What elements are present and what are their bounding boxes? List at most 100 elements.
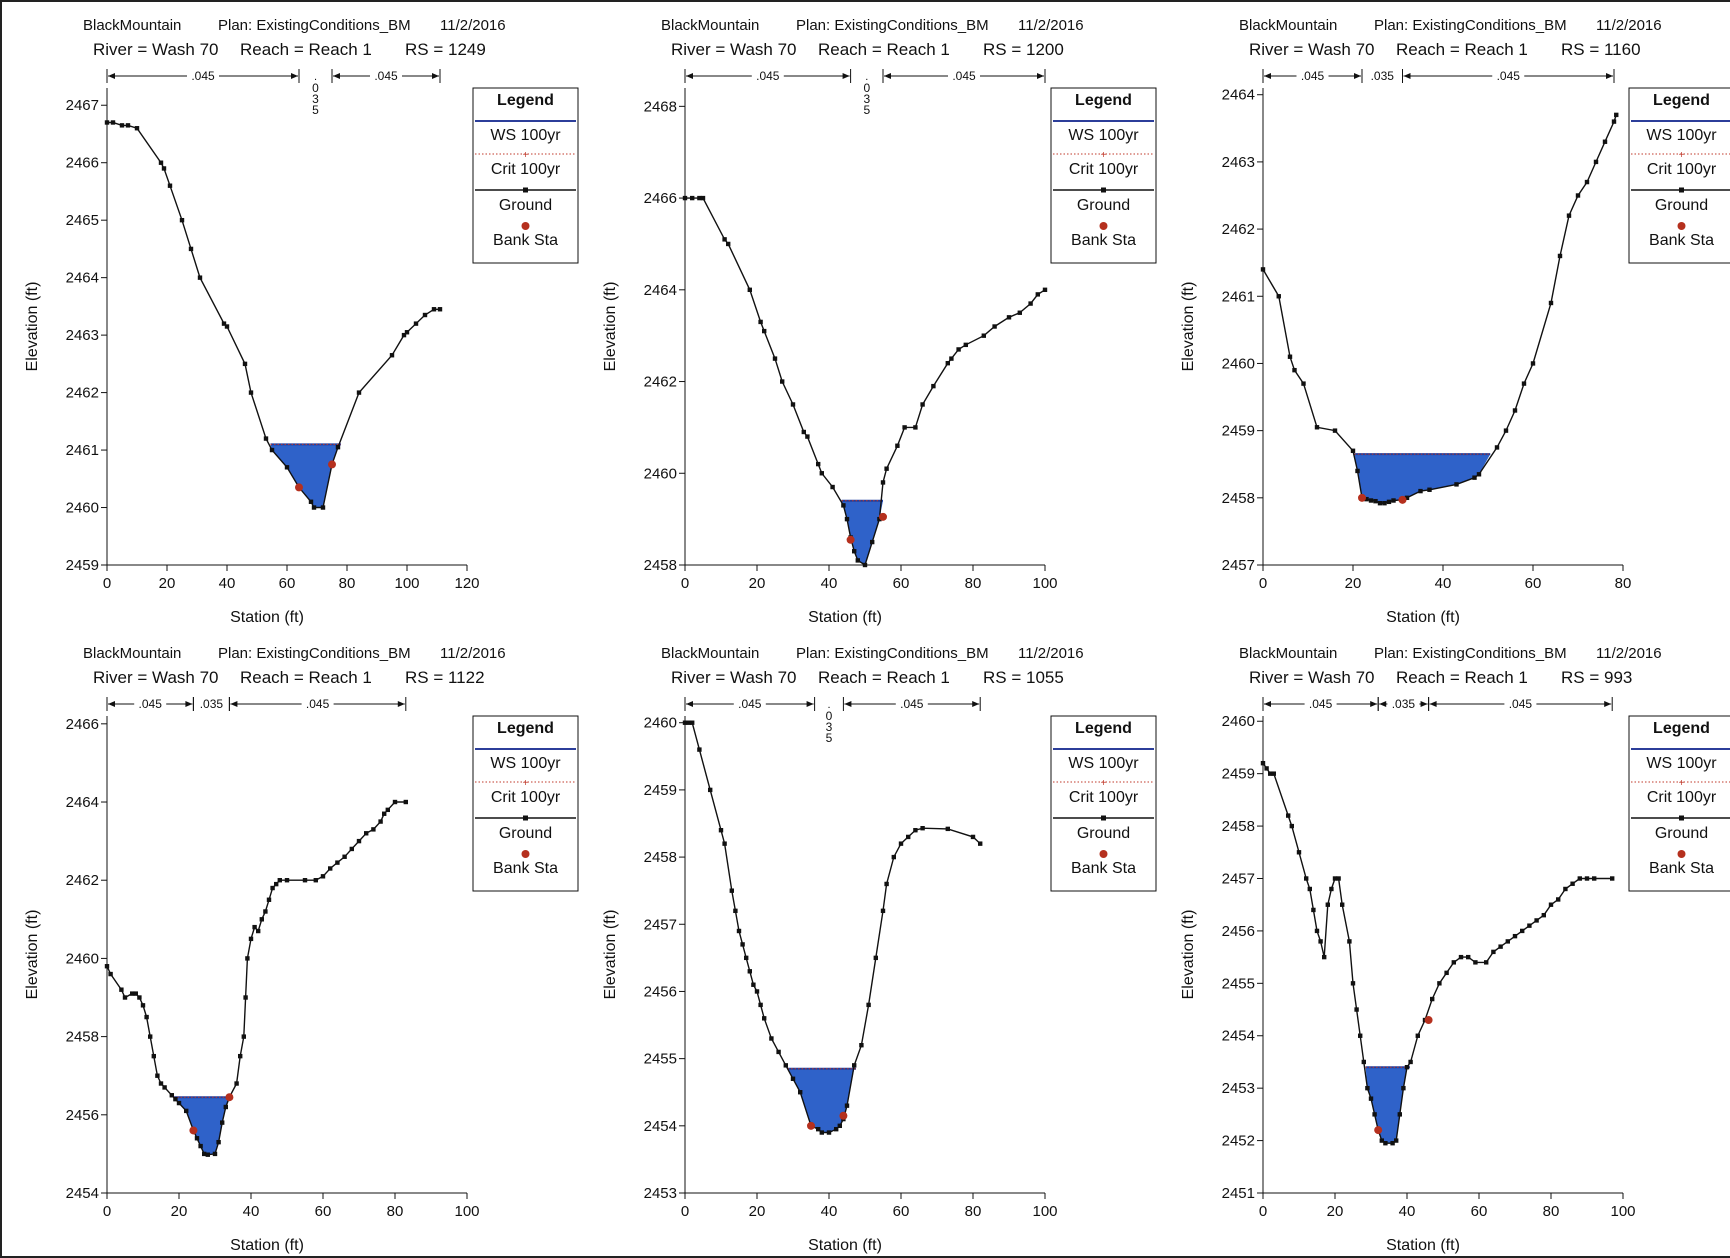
- ground-point: [790, 1076, 796, 1081]
- water-area: [270, 444, 341, 508]
- ground-point: [1418, 488, 1423, 494]
- manning-arrow: [1354, 73, 1361, 79]
- ground-point: [898, 841, 904, 846]
- legend-ground-marker: [1101, 815, 1106, 821]
- legend-item-ground: Ground: [499, 197, 552, 214]
- ground-point: [1556, 897, 1561, 902]
- y-tick-label: 2466: [66, 155, 99, 172]
- ground-point: [224, 324, 230, 329]
- ground-point: [895, 443, 900, 448]
- header-date: 11/2/2016: [440, 645, 506, 662]
- ground-point: [913, 828, 918, 833]
- bank-station-point: [225, 1093, 234, 1102]
- legend-item-ground: Ground: [499, 825, 552, 842]
- chart-svg: BlackMountain Plan: ExistingConditions_BM…: [24, 645, 579, 1254]
- ground-point: [356, 390, 362, 395]
- ground-point: [1301, 381, 1306, 386]
- x-tick-label: 0: [1259, 1203, 1267, 1220]
- ground-point: [902, 425, 907, 430]
- ground-point: [751, 982, 756, 987]
- y-tick-label: 2460: [644, 715, 677, 732]
- ground-point: [256, 928, 261, 934]
- ground-point: [1548, 902, 1554, 907]
- ground-point: [248, 936, 254, 942]
- ground-point: [1512, 408, 1518, 413]
- legend-bank-marker: [521, 850, 530, 858]
- legend-box: [1628, 715, 1730, 892]
- ground-point: [920, 825, 925, 831]
- ground-point: [277, 878, 282, 883]
- ground-point: [690, 195, 695, 201]
- ground-point: [1575, 193, 1581, 198]
- ground-point: [104, 120, 110, 125]
- x-tick-label: 20: [1345, 575, 1362, 592]
- ground-point: [826, 1130, 832, 1135]
- x-axis-label: Station (ft): [1386, 609, 1460, 626]
- x-tick-label: 40: [1399, 1203, 1416, 1220]
- ground-point: [729, 888, 734, 893]
- ground-point: [245, 956, 250, 961]
- ground-point: [1451, 960, 1456, 965]
- ground-point: [816, 1126, 821, 1132]
- x-tick-label: 40: [821, 575, 838, 592]
- legend-crit-marker: +: [1101, 778, 1107, 789]
- legend-ground-marker: [523, 187, 528, 193]
- x-tick-label: 40: [1435, 575, 1452, 592]
- bank-station-point: [189, 1126, 198, 1135]
- legend-crit-marker: +: [523, 778, 529, 789]
- ground-point: [1354, 1007, 1359, 1012]
- ground-point: [270, 885, 275, 891]
- ground-point: [1287, 354, 1293, 359]
- ground-point: [220, 1120, 225, 1125]
- ground-point: [1557, 253, 1563, 259]
- subtitle-rs: RS = 993: [1561, 668, 1632, 687]
- ground-point: [176, 1100, 182, 1106]
- chart-svg: BlackMountain Plan: ExistingConditions_BM…: [1180, 17, 1730, 626]
- ground-point: [1260, 760, 1266, 766]
- x-tick-label: 120: [454, 575, 479, 592]
- legend-bank-marker: [521, 222, 530, 230]
- ground-point: [140, 1003, 146, 1008]
- subtitle-river: River = Wash 70: [93, 668, 219, 687]
- legend-item-ground: Ground: [1655, 197, 1708, 214]
- x-tick-label: 80: [387, 1203, 404, 1220]
- y-tick-label: 2460: [66, 950, 99, 967]
- ground-point: [320, 874, 326, 879]
- ground-line: [106, 801, 406, 1156]
- manning-segment: .045: [1262, 69, 1363, 83]
- legend-ground-marker: [523, 815, 528, 821]
- ground-point: [1276, 294, 1281, 299]
- water-area: [841, 500, 883, 565]
- ground-point: [762, 1016, 767, 1021]
- legend-box: [472, 715, 579, 892]
- ground-point: [992, 324, 997, 329]
- x-tick-label: 100: [394, 575, 419, 592]
- subtitle-reach: Reach = Reach 1: [1396, 40, 1528, 59]
- manning-dot: .: [827, 699, 830, 711]
- ground-point: [188, 246, 194, 252]
- ground-point: [1534, 918, 1539, 923]
- ground-point: [1541, 912, 1546, 918]
- ground-point: [162, 1085, 167, 1090]
- y-tick-label: 2460: [1222, 355, 1255, 372]
- ground-point: [1520, 928, 1525, 934]
- ground-point: [119, 987, 124, 992]
- ground-point: [371, 827, 376, 832]
- manning-label: .045: [738, 697, 762, 711]
- x-axis-label: Station (ft): [230, 1237, 304, 1254]
- ground-point: [884, 881, 889, 887]
- y-tick-label: 2460: [66, 500, 99, 517]
- manning-arrow: [884, 73, 891, 79]
- ground-point: [248, 390, 254, 395]
- manning-segment: .045: [1402, 69, 1615, 83]
- manning-dot: .: [865, 71, 868, 83]
- ground-point: [1350, 448, 1356, 453]
- ground-point: [403, 799, 408, 805]
- ground-point: [1336, 876, 1341, 881]
- legend-item-bank: Bank Sta: [493, 860, 558, 877]
- chart-svg: BlackMountain Plan: ExistingConditions_BM…: [24, 17, 579, 626]
- ground-point: [125, 123, 131, 128]
- y-tick-label: 2458: [66, 1029, 99, 1046]
- chart-svg: BlackMountain Plan: ExistingConditions_BM…: [602, 17, 1157, 626]
- ground-point: [1404, 1064, 1410, 1070]
